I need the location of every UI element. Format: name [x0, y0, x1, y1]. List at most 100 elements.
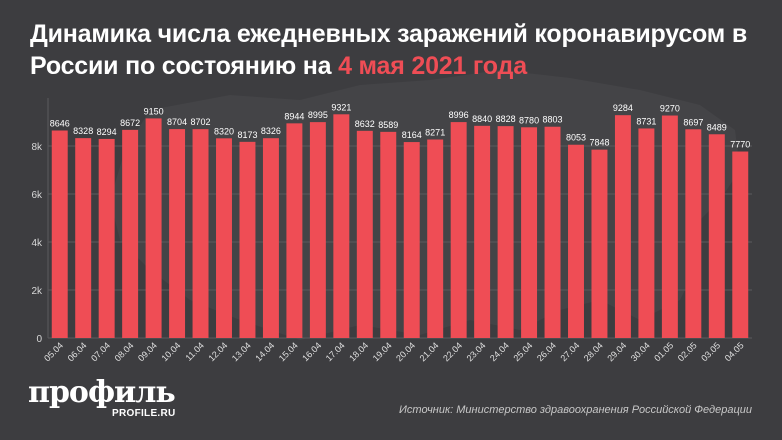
x-tick-label: 05.04 [42, 340, 65, 363]
bar [122, 129, 139, 338]
data-label: 8780 [519, 115, 539, 125]
x-tick-label: 15.04 [277, 340, 300, 363]
data-label: 7770 [730, 140, 750, 150]
data-label: 8697 [683, 117, 703, 127]
data-label: 8489 [707, 122, 727, 132]
data-label: 8995 [308, 110, 328, 120]
data-label: 8672 [120, 118, 140, 128]
x-tick-label: 28.04 [582, 340, 605, 363]
data-label: 9284 [613, 103, 633, 113]
data-label: 8828 [496, 114, 516, 124]
bar [75, 138, 92, 338]
bar [216, 138, 232, 338]
bar [474, 125, 491, 338]
data-label: 8271 [425, 127, 445, 137]
bar [661, 115, 678, 339]
data-label: 9150 [144, 106, 164, 116]
data-label: 9321 [331, 102, 351, 112]
bar [638, 128, 655, 338]
data-label: 8326 [261, 126, 281, 136]
y-tick-label: 0 [36, 334, 42, 345]
x-tick-label: 26.04 [535, 340, 558, 363]
data-label: 8328 [73, 126, 93, 136]
data-label: 8589 [378, 120, 398, 130]
x-tick-label: 24.04 [488, 340, 511, 363]
data-label: 8731 [636, 116, 656, 126]
y-tick-label: 4k [31, 238, 43, 249]
data-label: 8320 [214, 126, 234, 136]
x-tick-label: 27.04 [558, 340, 581, 363]
data-label: 8996 [449, 110, 469, 120]
data-label: 8632 [355, 119, 375, 129]
data-label: 8173 [237, 130, 257, 140]
bar [51, 130, 68, 338]
data-label: 8944 [284, 111, 304, 121]
bar [708, 134, 725, 338]
data-label: 8840 [472, 114, 492, 124]
x-tick-label: 02.05 [676, 340, 699, 363]
bar [309, 122, 326, 339]
data-label: 8294 [97, 127, 117, 137]
bar [286, 123, 303, 339]
bar [450, 122, 467, 338]
x-tick-label: 04.05 [723, 340, 746, 363]
x-tick-label: 08.04 [113, 340, 136, 363]
bar [568, 144, 584, 338]
data-label: 8704 [167, 117, 187, 127]
bar [239, 141, 256, 338]
x-tick-label: 21.04 [418, 340, 441, 363]
title-highlight: 4 мая 2021 года [338, 52, 527, 80]
y-tick-label: 6k [31, 190, 43, 201]
data-label: 8803 [543, 115, 563, 125]
bar [403, 142, 420, 338]
bar [380, 131, 397, 338]
x-tick-label: 30.04 [629, 340, 652, 363]
bar [685, 129, 702, 338]
bar [356, 130, 373, 338]
bar [521, 127, 538, 338]
bar [169, 129, 186, 338]
x-tick-label: 09.04 [136, 340, 159, 363]
bar [427, 139, 444, 338]
profile-logo-subtext[interactable]: PROFILE.RU [112, 408, 176, 419]
bar [591, 149, 608, 338]
x-tick-label: 23.04 [465, 340, 488, 363]
bar [544, 126, 561, 338]
x-tick-label: 25.04 [511, 340, 534, 363]
bar [614, 115, 631, 339]
x-tick-label: 10.04 [159, 340, 182, 363]
data-label: 8702 [191, 117, 211, 127]
x-tick-label: 18.04 [347, 340, 370, 363]
x-tick-label: 16.04 [300, 340, 323, 363]
bar [732, 151, 749, 338]
data-label: 8053 [566, 133, 586, 143]
x-tick-label: 22.04 [441, 340, 464, 363]
data-label: 9270 [660, 104, 680, 114]
y-tick-label: 2k [31, 286, 43, 297]
data-label: 8646 [50, 118, 70, 128]
x-tick-label: 07.04 [89, 340, 112, 363]
x-tick-label: 01.05 [652, 340, 675, 363]
profile-logo[interactable]: профиль [28, 375, 176, 410]
source-note: Источник: Министерство здравоохранения Р… [399, 404, 752, 416]
data-label: 7848 [589, 138, 609, 148]
x-tick-label: 29.04 [605, 340, 628, 363]
x-tick-label: 19.04 [371, 340, 394, 363]
bar [145, 118, 162, 339]
x-tick-label: 06.04 [66, 340, 89, 363]
bar [192, 129, 209, 338]
data-label: 8164 [402, 130, 422, 140]
bar [333, 114, 350, 339]
x-tick-label: 03.05 [699, 340, 722, 363]
x-tick-label: 13.04 [230, 340, 253, 363]
y-tick-label: 8k [31, 142, 43, 153]
bar [497, 126, 514, 339]
bar [262, 138, 279, 338]
x-tick-label: 11.04 [183, 340, 206, 363]
x-tick-label: 17.04 [324, 340, 347, 363]
title-main: Динамика числа ежедневных заражений коро… [30, 20, 748, 80]
chart-title: Динамика числа ежедневных заражений коро… [30, 18, 770, 82]
bar [98, 138, 115, 338]
x-tick-label: 20.04 [394, 340, 417, 363]
